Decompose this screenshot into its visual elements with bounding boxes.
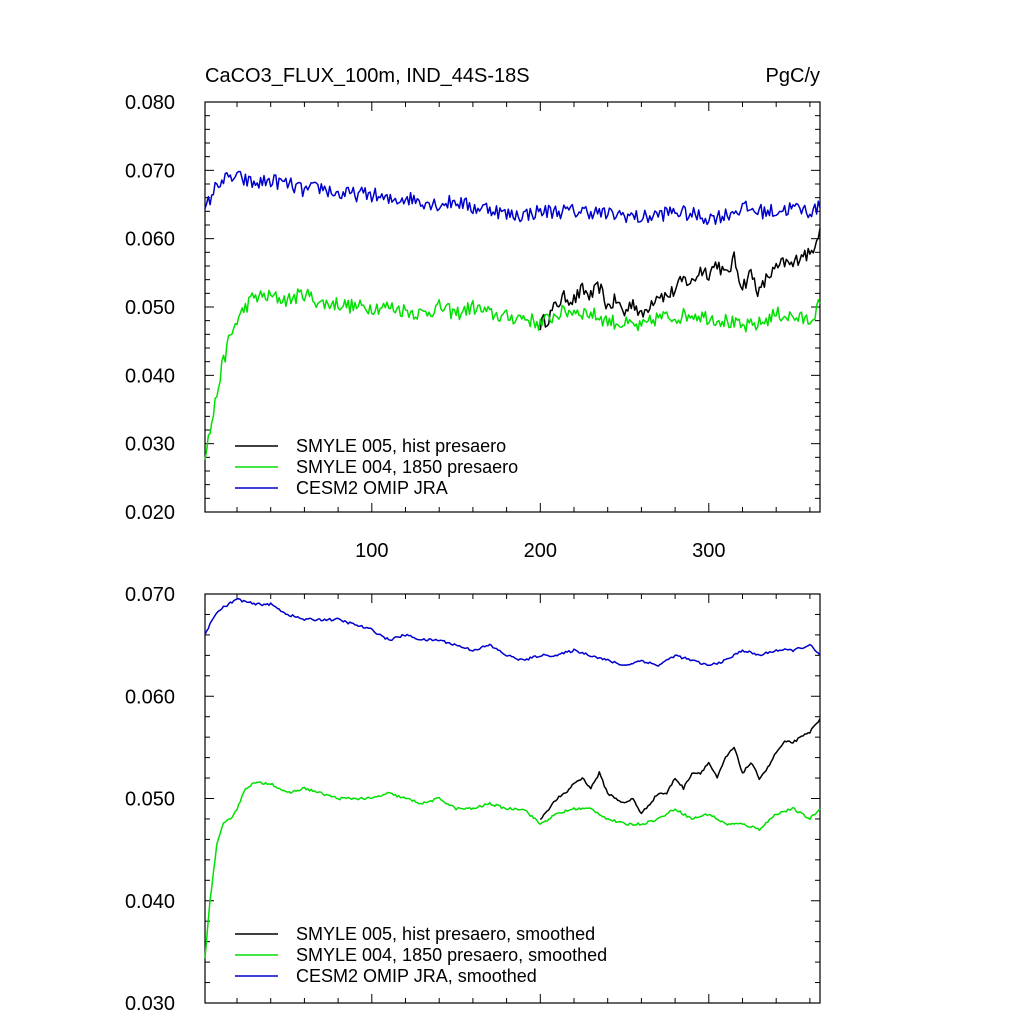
y-tick-label: 0.040 — [125, 365, 175, 387]
y-tick-label: 0.060 — [125, 229, 175, 251]
y-tick-label: 0.050 — [125, 297, 175, 319]
y-tick-label: 0.030 — [125, 993, 175, 1015]
top-panel: 0.020 0.030 0.040 0.050 0.060 0.070 0.080 100 20… — [125, 92, 821, 562]
series-line — [204, 597, 821, 667]
series-line — [204, 288, 821, 460]
series-line — [539, 228, 821, 331]
series-line — [204, 170, 821, 226]
y-tick-label: 0.040 — [125, 891, 175, 913]
bottom-panel: 0.030 0.040 0.050 0.060 0.070 SMYLE 005, hist… — [125, 584, 821, 1015]
y-tick-label: 0.060 — [125, 686, 175, 708]
series-line — [204, 781, 821, 959]
legend-label: SMYLE 004, 1850 presaero, smoothed — [296, 945, 607, 965]
x-tick-label: 100 — [355, 540, 388, 562]
units-label: PgC/y — [766, 65, 820, 87]
x-tick-label: 200 — [524, 540, 557, 562]
x-tick-label: 300 — [692, 540, 725, 562]
legend-label: CESM2 OMIP JRA — [296, 478, 448, 498]
series-line — [539, 718, 821, 821]
legend-label: CESM2 OMIP JRA, smoothed — [296, 966, 537, 986]
y-tick-label: 0.030 — [125, 434, 175, 456]
y-tick-label: 0.020 — [125, 502, 175, 524]
legend-label: SMYLE 004, 1850 presaero — [296, 457, 518, 477]
legend-label: SMYLE 005, hist presaero, smoothed — [296, 924, 595, 944]
y-tick-label: 0.070 — [125, 160, 175, 182]
y-tick-label: 0.070 — [125, 584, 175, 606]
legend-label: SMYLE 005, hist presaero — [296, 436, 506, 456]
y-tick-label: 0.050 — [125, 789, 175, 811]
chart-title: CaCO3_FLUX_100m, IND_44S-18S — [205, 65, 530, 87]
y-tick-label: 0.080 — [125, 92, 175, 114]
